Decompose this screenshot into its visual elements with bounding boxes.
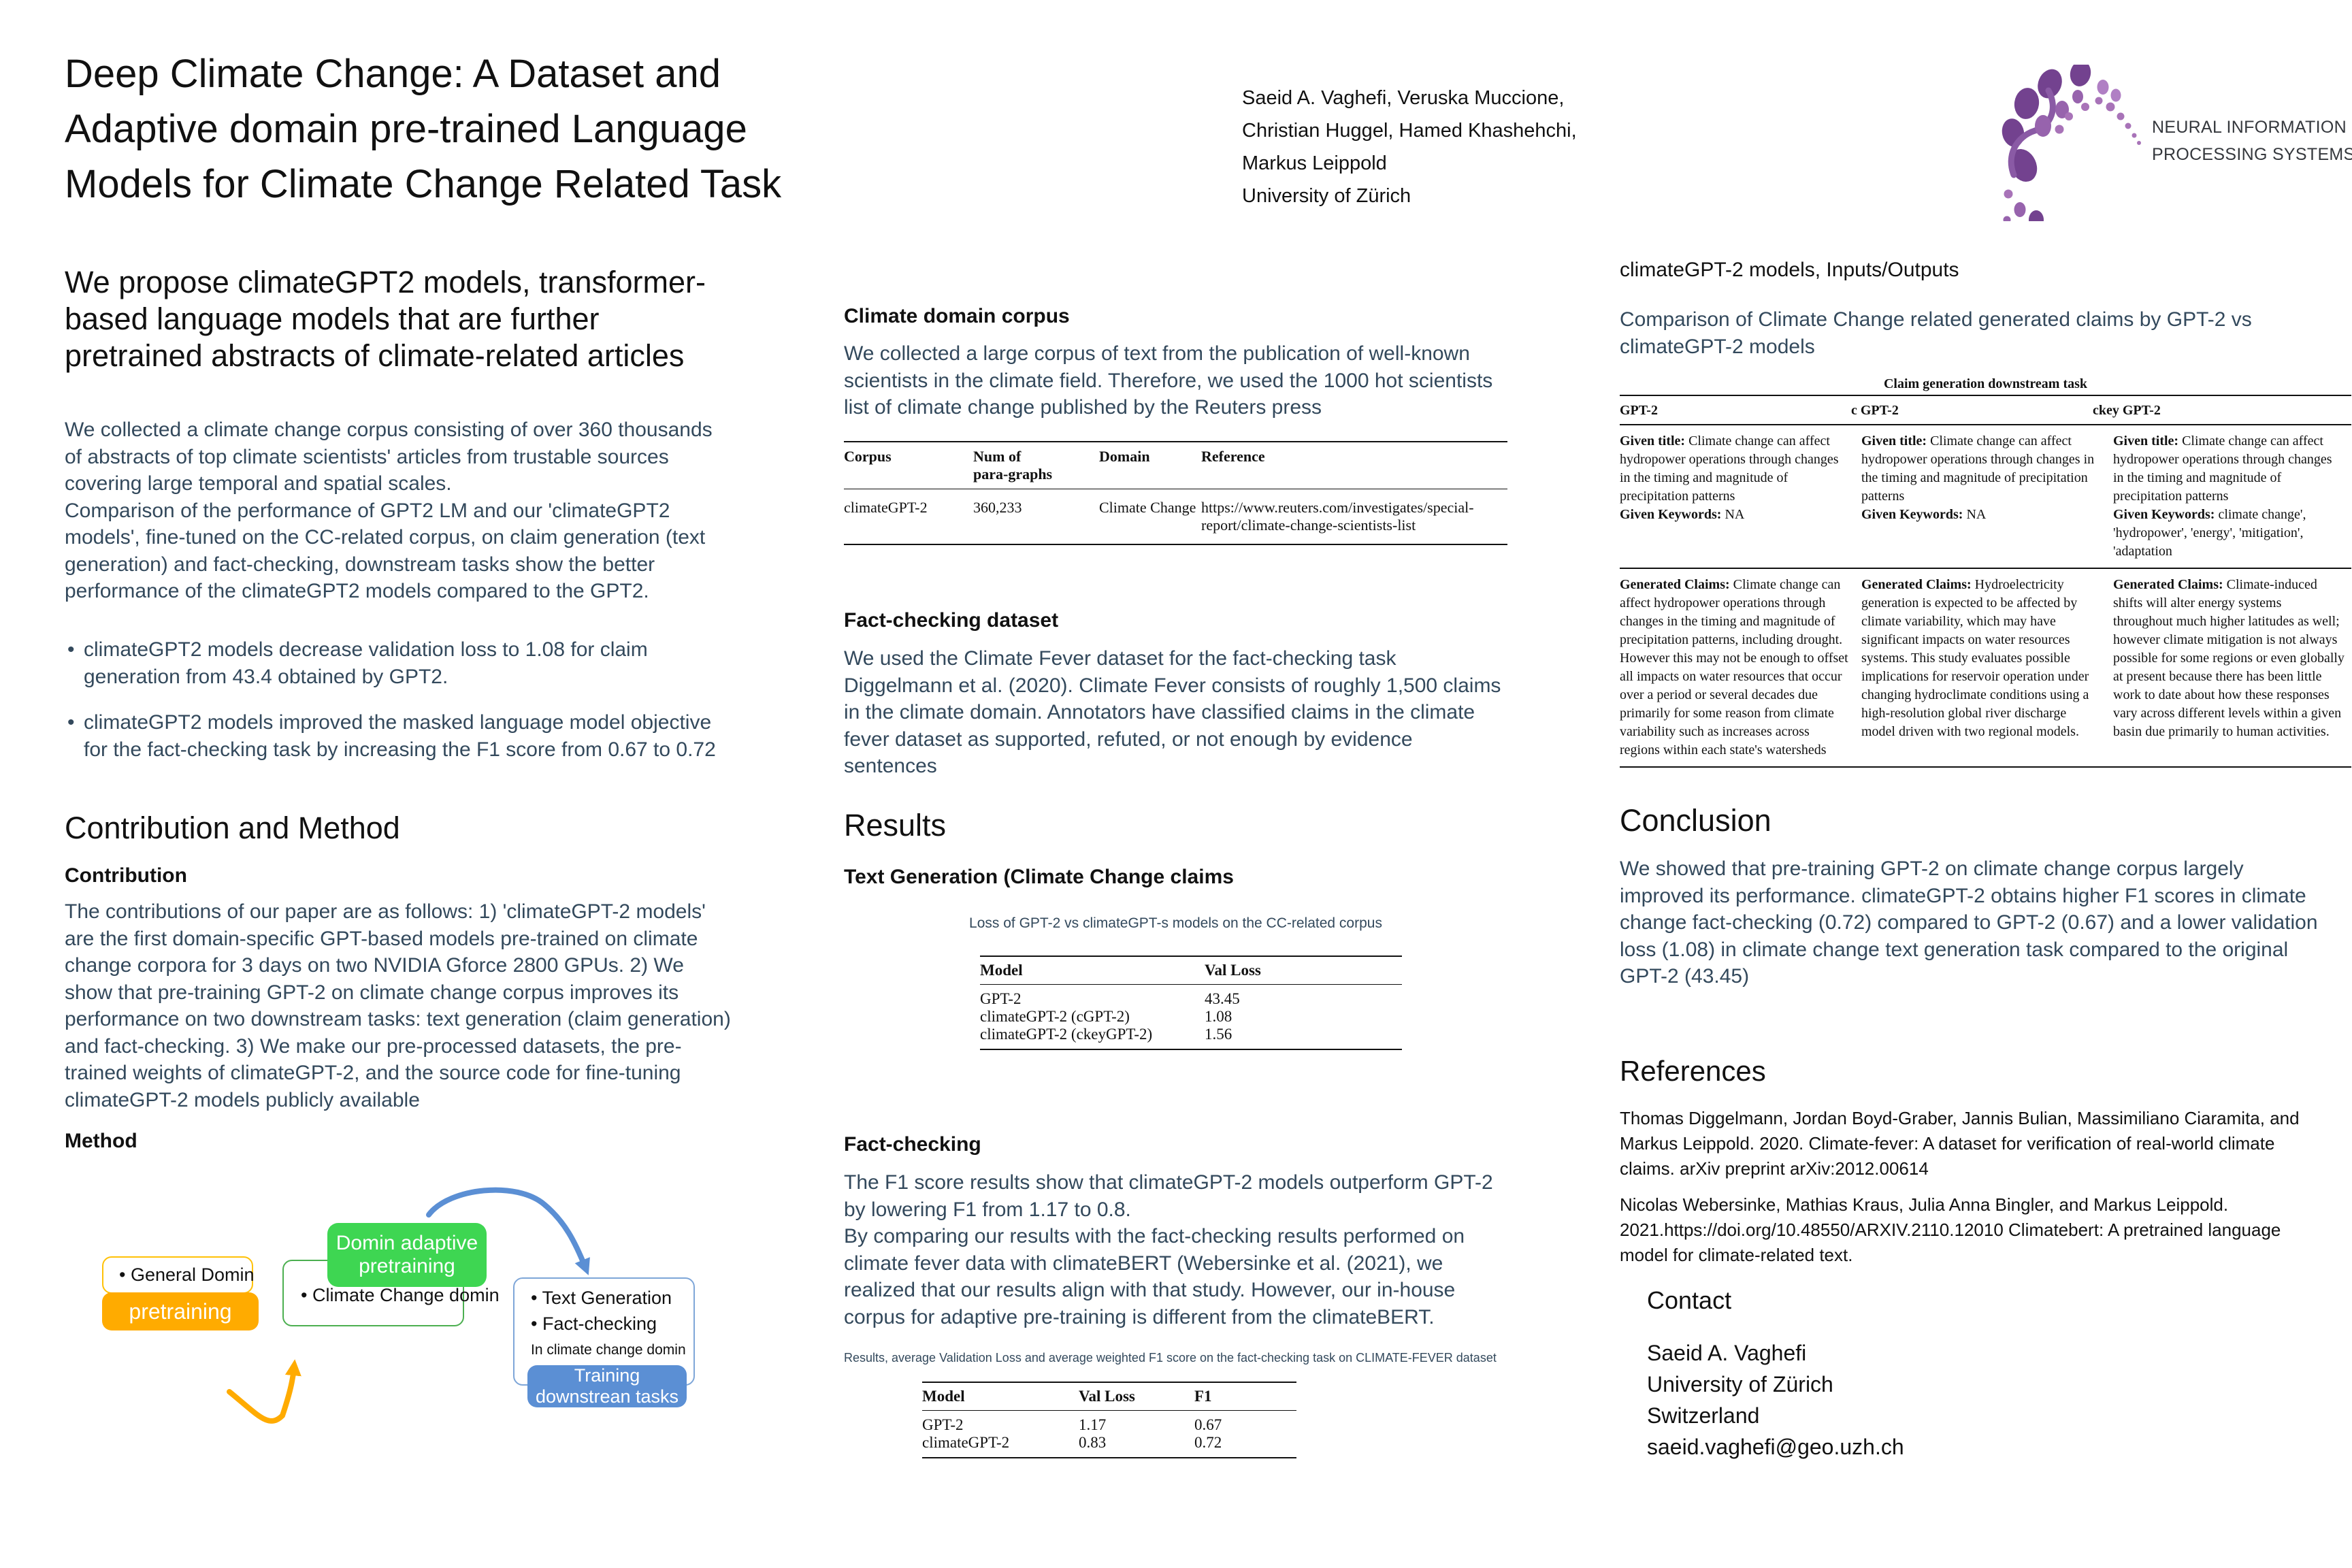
svg-text:NEURAL INFORMATION: NEURAL INFORMATION xyxy=(2152,118,2347,137)
svg-text:PROCESSING SYSTEMS: PROCESSING SYSTEMS xyxy=(2152,145,2352,164)
